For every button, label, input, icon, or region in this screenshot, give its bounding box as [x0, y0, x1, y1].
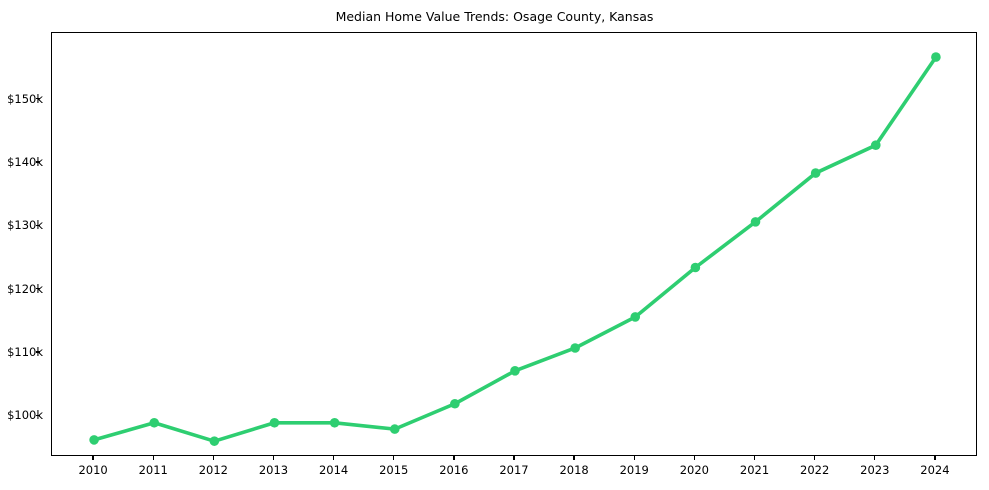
x-axis-tick-mark — [934, 456, 936, 460]
x-axis-tick-mark — [332, 456, 335, 460]
data-point-marker — [750, 217, 761, 227]
x-axis-tick-mark — [272, 456, 275, 460]
data-point-marker — [810, 168, 821, 178]
x-axis-tick-label: 2023 — [860, 463, 890, 477]
x-axis-tick-label: 2016 — [439, 463, 469, 477]
x-axis-tick-label: 2013 — [258, 463, 289, 477]
x-axis-tick-mark — [874, 456, 876, 460]
x-axis-tick-mark — [393, 456, 395, 460]
x-axis-tick-label: 2020 — [679, 463, 710, 477]
data-point-marker — [690, 262, 701, 273]
x-axis-tick-mark — [453, 456, 455, 460]
x-axis-tick-label: 2015 — [379, 463, 409, 477]
data-point-marker — [89, 435, 99, 445]
x-axis-tick-label: 2019 — [619, 463, 649, 477]
x-axis-tick-label: 2022 — [800, 463, 830, 477]
data-point-marker — [570, 343, 580, 353]
line-series-path — [92, 55, 938, 443]
x-axis-tick-mark — [633, 456, 635, 460]
y-axis-tick-marks — [0, 0, 51, 490]
data-point-marker — [149, 417, 160, 428]
x-axis-tick-label: 2021 — [739, 463, 770, 477]
line-series-markers — [89, 52, 941, 446]
x-axis-tick-mark — [753, 456, 756, 460]
x-axis-tick-mark — [573, 456, 575, 460]
x-axis-tick-mark — [513, 456, 515, 460]
data-point-marker — [329, 417, 340, 428]
x-axis-tick-label: 2010 — [78, 463, 108, 477]
plot-area — [51, 32, 977, 456]
data-point-marker — [269, 417, 280, 428]
y-axis-tick-label: $150k — [7, 91, 43, 106]
data-point-marker — [450, 398, 460, 409]
y-axis-tick-mark — [36, 414, 40, 417]
x-axis-tick-label: 2014 — [318, 463, 349, 477]
data-point-marker — [870, 140, 881, 150]
y-axis-tick-label: $120k — [7, 281, 43, 296]
x-axis-tick-mark — [152, 456, 154, 460]
x-axis-tick-mark — [92, 456, 94, 460]
y-axis-tick-label: $130k — [7, 218, 43, 233]
y-axis-tick-label: $140k — [7, 154, 43, 169]
y-axis-tick-mark — [36, 161, 40, 163]
data-point-marker — [630, 312, 641, 322]
y-axis-tick-label: $110k — [7, 345, 43, 360]
y-axis-tick-mark — [36, 97, 40, 100]
x-axis-tick-label: 2017 — [499, 463, 529, 477]
x-axis-tick-label: 2024 — [920, 463, 950, 477]
x-axis-tick-mark — [212, 456, 214, 460]
y-axis-tick-label: $100k — [7, 408, 43, 423]
data-point-marker — [510, 366, 520, 376]
line-series-svg — [89, 52, 941, 446]
y-axis-tick-mark — [36, 288, 40, 290]
x-axis-tick-label: 2012 — [198, 463, 228, 477]
x-axis-tick-mark — [814, 456, 816, 460]
x-axis-tick-label: 2018 — [559, 463, 589, 477]
y-axis-tick-labels: $100k $110k $120k $130k $140k $150k — [0, 0, 43, 490]
data-point-marker — [209, 436, 220, 446]
y-axis-tick-mark — [36, 351, 40, 353]
page-title: Median Home Value Trends: Osage County, … — [335, 9, 654, 24]
y-axis-tick-mark — [36, 224, 40, 226]
x-axis-tick-label: 2011 — [138, 463, 168, 477]
data-point-marker — [389, 424, 400, 434]
data-point-marker — [931, 52, 941, 62]
x-axis-tick-mark — [693, 456, 696, 460]
